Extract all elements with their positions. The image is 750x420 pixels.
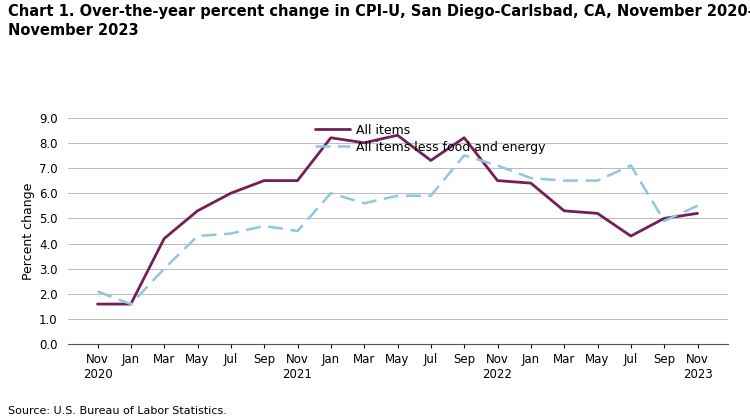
All items less food and energy bbox=[126, 302, 135, 307]
All items bbox=[226, 191, 236, 196]
All items less food and energy bbox=[226, 231, 236, 236]
All items bbox=[360, 140, 369, 145]
Text: Source: U.S. Bureau of Labor Statistics.: Source: U.S. Bureau of Labor Statistics. bbox=[8, 406, 226, 416]
Legend: All items, All items less food and energy: All items, All items less food and energ… bbox=[315, 124, 546, 154]
All items less food and energy bbox=[493, 163, 502, 168]
All items less food and energy bbox=[293, 228, 302, 234]
All items less food and energy bbox=[560, 178, 568, 183]
All items bbox=[626, 234, 635, 239]
All items less food and energy bbox=[160, 266, 169, 271]
All items less food and energy bbox=[193, 234, 202, 239]
All items bbox=[126, 302, 135, 307]
All items bbox=[593, 211, 602, 216]
All items less food and energy bbox=[426, 193, 435, 198]
All items bbox=[326, 135, 335, 140]
All items less food and energy bbox=[393, 193, 402, 198]
Line: All items less food and energy: All items less food and energy bbox=[98, 155, 698, 304]
All items bbox=[693, 211, 702, 216]
All items less food and energy bbox=[326, 191, 335, 196]
All items less food and energy bbox=[593, 178, 602, 183]
All items less food and energy bbox=[460, 153, 469, 158]
All items bbox=[660, 216, 669, 221]
All items bbox=[93, 302, 102, 307]
All items bbox=[260, 178, 268, 183]
All items bbox=[393, 133, 402, 138]
All items bbox=[293, 178, 302, 183]
All items bbox=[560, 208, 568, 213]
Line: All items: All items bbox=[98, 135, 698, 304]
Text: Chart 1. Over-the-year percent change in CPI-U, San Diego-Carlsbad, CA, November: Chart 1. Over-the-year percent change in… bbox=[8, 4, 750, 38]
All items less food and energy bbox=[626, 163, 635, 168]
All items bbox=[426, 158, 435, 163]
All items less food and energy bbox=[360, 201, 369, 206]
All items bbox=[460, 135, 469, 140]
All items bbox=[193, 208, 202, 213]
All items less food and energy bbox=[693, 203, 702, 208]
All items less food and energy bbox=[260, 223, 268, 228]
All items less food and energy bbox=[526, 176, 536, 181]
All items less food and energy bbox=[93, 289, 102, 294]
Y-axis label: Percent change: Percent change bbox=[22, 182, 35, 280]
All items bbox=[493, 178, 502, 183]
All items bbox=[526, 181, 536, 186]
All items less food and energy bbox=[660, 218, 669, 223]
All items bbox=[160, 236, 169, 241]
